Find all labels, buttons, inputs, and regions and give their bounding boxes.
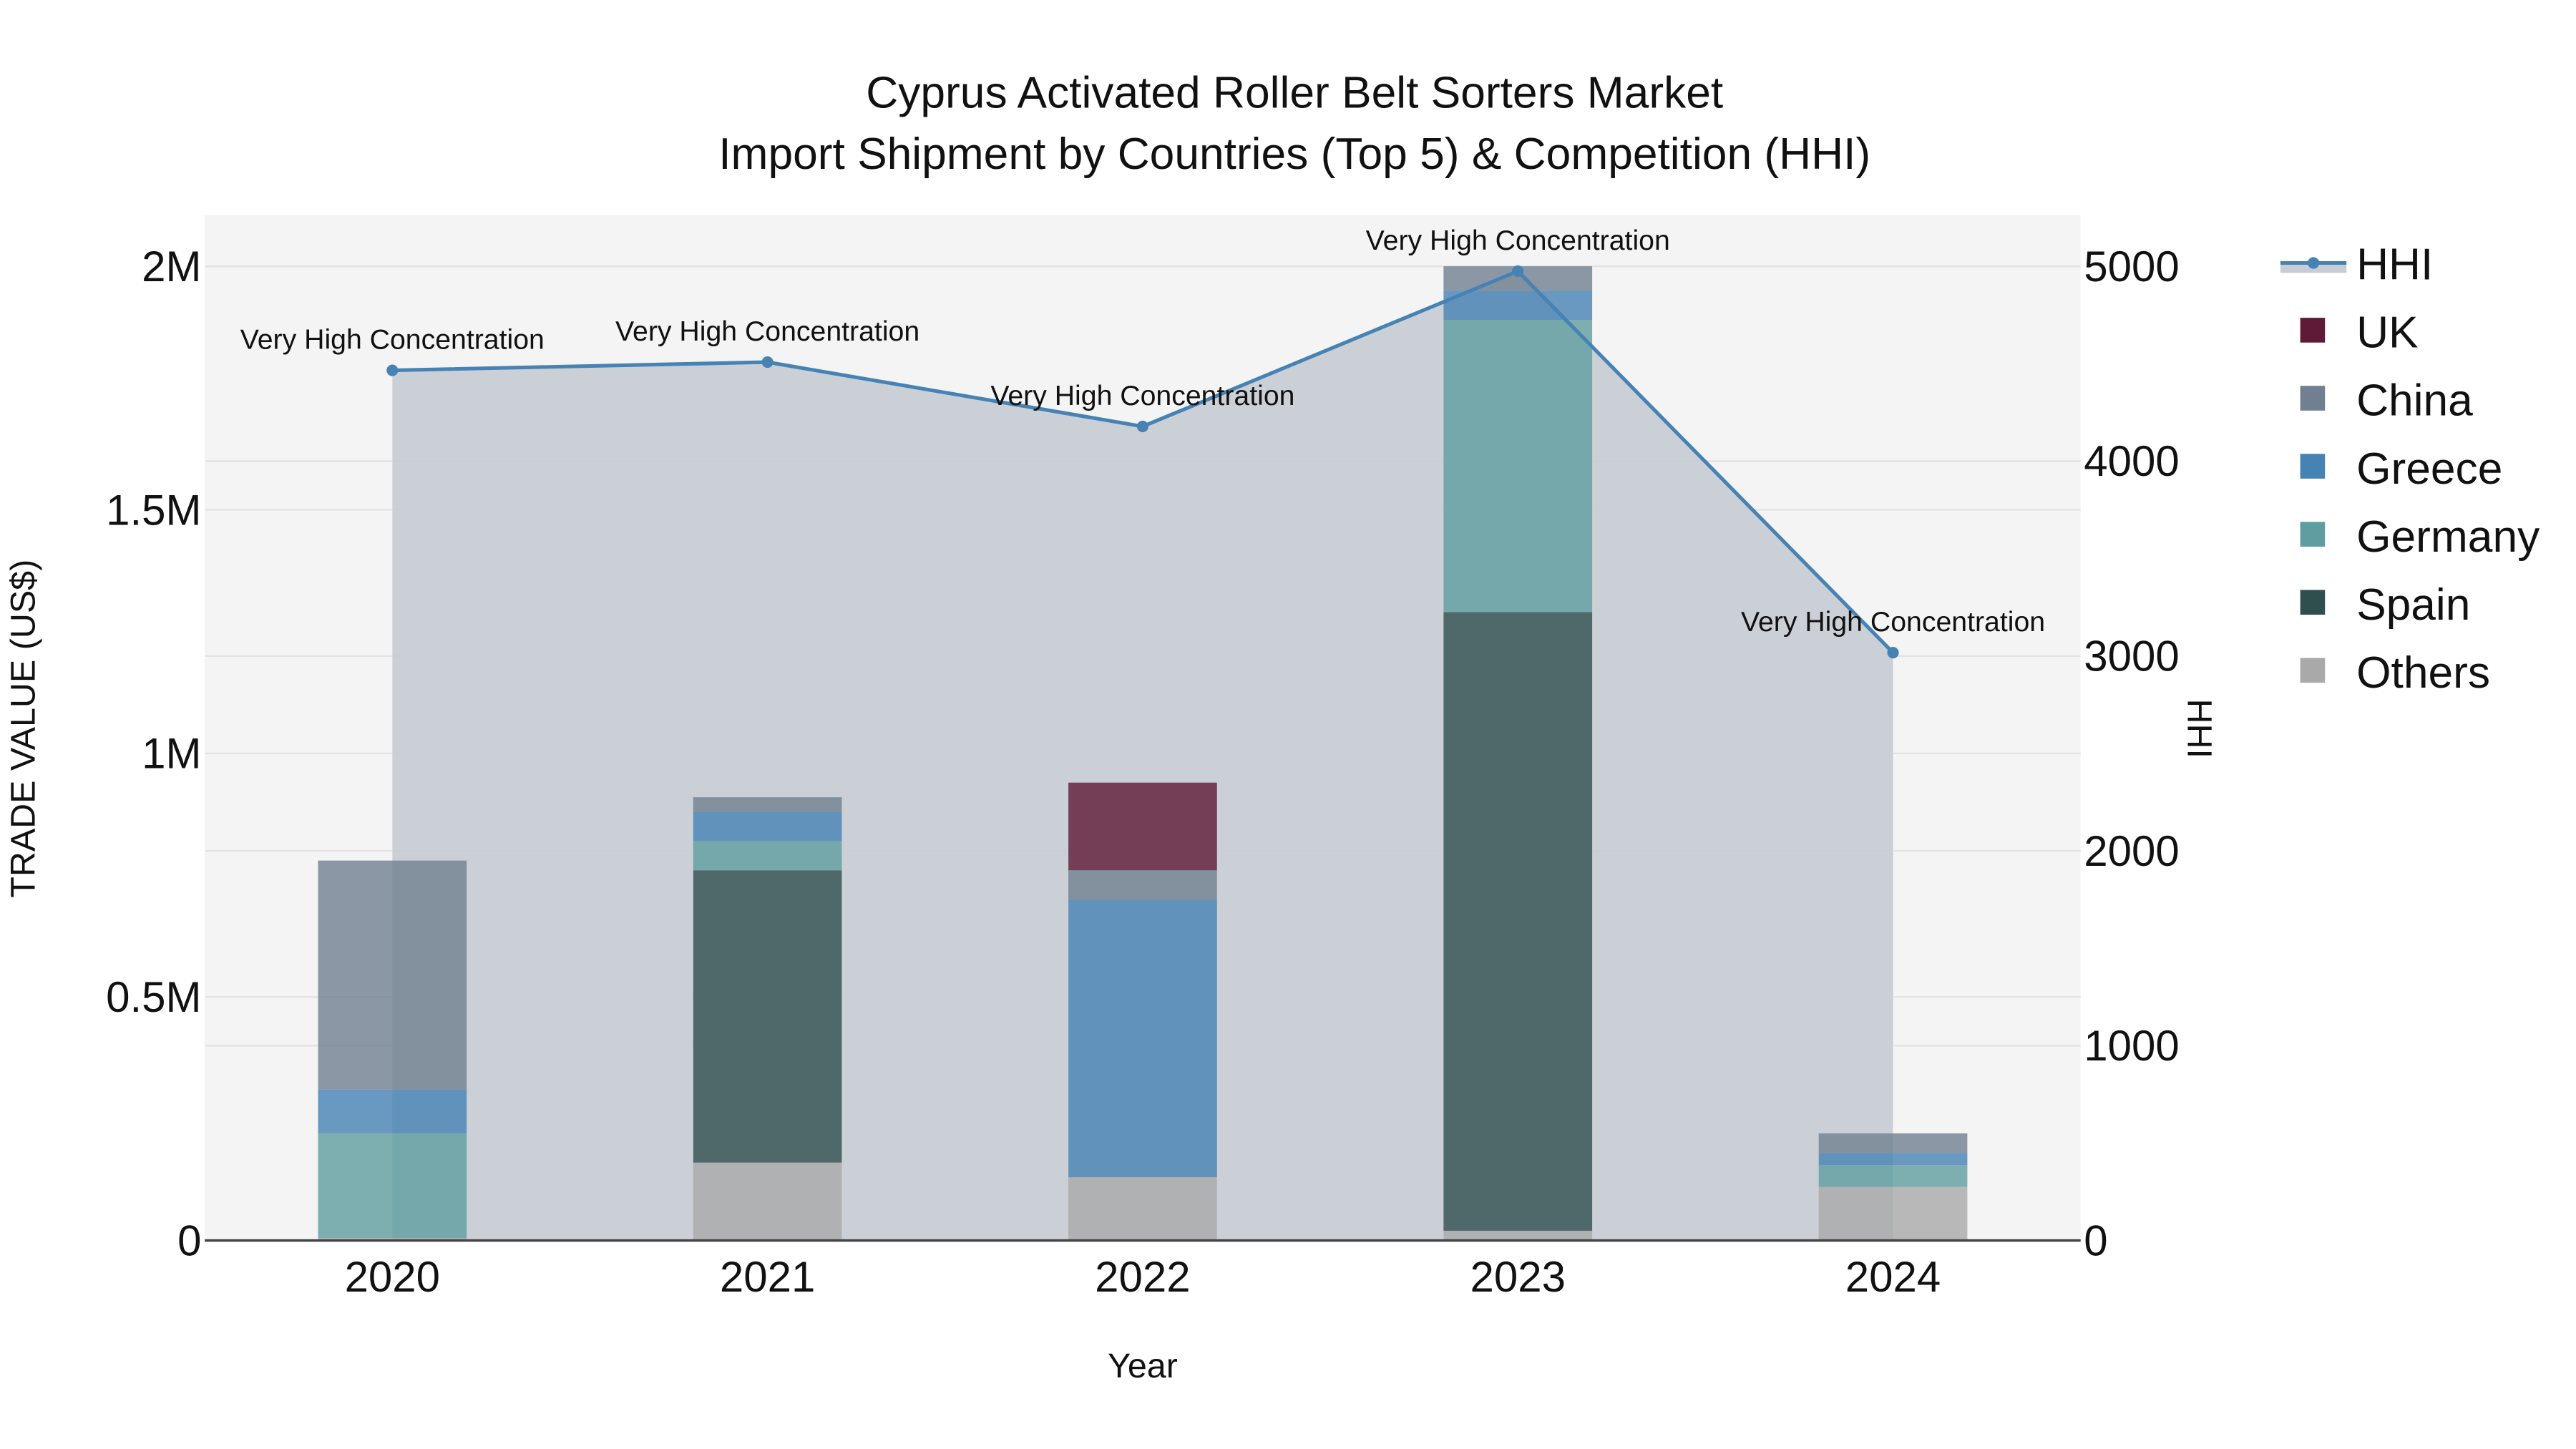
bar-segment-germany — [693, 841, 842, 871]
hhi-point — [1136, 420, 1148, 433]
bar-segment-germany — [318, 1133, 467, 1239]
y2-tick-label: 5000 — [2084, 243, 2179, 291]
legend-item-china: China — [2300, 376, 2473, 426]
chart-title: Cyprus Activated Roller Belt Sorters Mar… — [866, 69, 1723, 118]
legend-item-uk: UK — [2300, 308, 2419, 358]
bar-segment-china — [693, 797, 842, 812]
hhi-annotations: Very High Concentration Very High Concent… — [240, 225, 2045, 638]
bar-segment-germany — [1443, 320, 1593, 613]
bar-segment-china — [318, 860, 467, 1090]
legend-label: Others — [2356, 648, 2490, 698]
legend-item-spain: Spain — [2300, 580, 2470, 630]
x-tick-label: 2022 — [1095, 1253, 1190, 1301]
y-tick-label: 1M — [142, 730, 201, 778]
x-axis-title: Year — [1108, 1347, 1178, 1385]
y-tick-label: 1.5M — [106, 486, 201, 534]
y2-tick-label: 4000 — [2084, 437, 2179, 485]
x-tick-label: 2020 — [345, 1253, 440, 1301]
bar-segment-greece — [1068, 899, 1217, 1178]
bar-segment-spain — [1443, 612, 1593, 1231]
legend-item-others: Others — [2300, 648, 2490, 698]
hhi-point — [761, 356, 774, 369]
legend-label: HHI — [2356, 240, 2433, 290]
y-axis-title: TRADE VALUE (US$) — [4, 560, 42, 898]
y2-tick-label: 1000 — [2084, 1022, 2179, 1070]
bar-segment-greece — [318, 1089, 467, 1133]
legend: HHI UK China Greece Germany Spain Others — [2280, 240, 2540, 698]
hhi-markers — [386, 265, 1899, 659]
legend-swatch-icon — [2300, 522, 2326, 547]
bar-segment-greece — [693, 811, 842, 841]
legend-swatch-icon — [2300, 658, 2326, 683]
y2-tick-label: 0 — [2084, 1216, 2107, 1264]
y2-tick-label: 2000 — [2084, 827, 2179, 875]
legend-label: China — [2356, 376, 2473, 426]
bar-segment-china — [1818, 1133, 1968, 1153]
y2-axis-ticks: 0 1000 2000 3000 4000 5000 — [2084, 243, 2179, 1265]
x-tick-label: 2021 — [720, 1253, 815, 1301]
x-tick-label: 2024 — [1845, 1253, 1941, 1301]
bar-segment-germany — [1818, 1165, 1968, 1187]
hhi-annotation: Very High Concentration — [990, 380, 1294, 411]
legend-label: Germany — [2356, 512, 2540, 562]
bar-segment-others — [1818, 1186, 1968, 1241]
x-axis-ticks: 2020 2021 2022 2023 2024 — [345, 1253, 1941, 1301]
legend-item-hhi: HHI — [2280, 240, 2433, 290]
legend-swatch-icon — [2300, 590, 2326, 615]
legend-swatch-icon — [2300, 318, 2326, 343]
legend-label: Greece — [2356, 444, 2502, 494]
legend-item-greece: Greece — [2300, 444, 2502, 494]
legend-swatch-icon — [2300, 386, 2326, 411]
bar-segment-china — [1068, 870, 1217, 900]
hhi-annotation: Very High Concentration — [240, 324, 545, 356]
x-tick-label: 2023 — [1470, 1253, 1565, 1301]
bar-segment-others — [1068, 1177, 1217, 1241]
legend-label: Spain — [2356, 580, 2470, 630]
y-tick-label: 0 — [177, 1216, 201, 1264]
hhi-point — [386, 364, 399, 376]
legend-label: UK — [2356, 308, 2419, 358]
bar-segment-spain — [693, 870, 842, 1163]
legend-swatch-icon — [2300, 454, 2326, 479]
stacked-bars — [318, 266, 1968, 1241]
y2-axis-title: HHI — [2180, 699, 2219, 758]
y-axis-ticks: 0 0.5M 1M 1.5M 2M — [106, 243, 201, 1265]
bar-segment-greece — [1818, 1153, 1968, 1166]
hhi-annotation: Very High Concentration — [615, 316, 919, 347]
bar-segment-greece — [1443, 291, 1593, 320]
hhi-annotation: Very High Concentration — [1366, 225, 1670, 256]
hhi-annotation: Very High Concentration — [1741, 606, 2045, 638]
hhi-point — [1887, 647, 1899, 659]
legend-hhi-marker-icon — [2308, 257, 2320, 269]
y-tick-label: 2M — [142, 243, 201, 291]
legend-item-germany: Germany — [2300, 512, 2540, 562]
y-tick-label: 0.5M — [106, 973, 201, 1021]
bar-segment-others — [693, 1162, 842, 1241]
bar-segment-uk — [1068, 782, 1217, 871]
y2-tick-label: 3000 — [2084, 633, 2179, 680]
bar-segment-others — [1443, 1231, 1593, 1241]
chart-subtitle: Import Shipment by Countries (Top 5) & C… — [718, 130, 1870, 179]
hhi-point — [1512, 265, 1524, 277]
